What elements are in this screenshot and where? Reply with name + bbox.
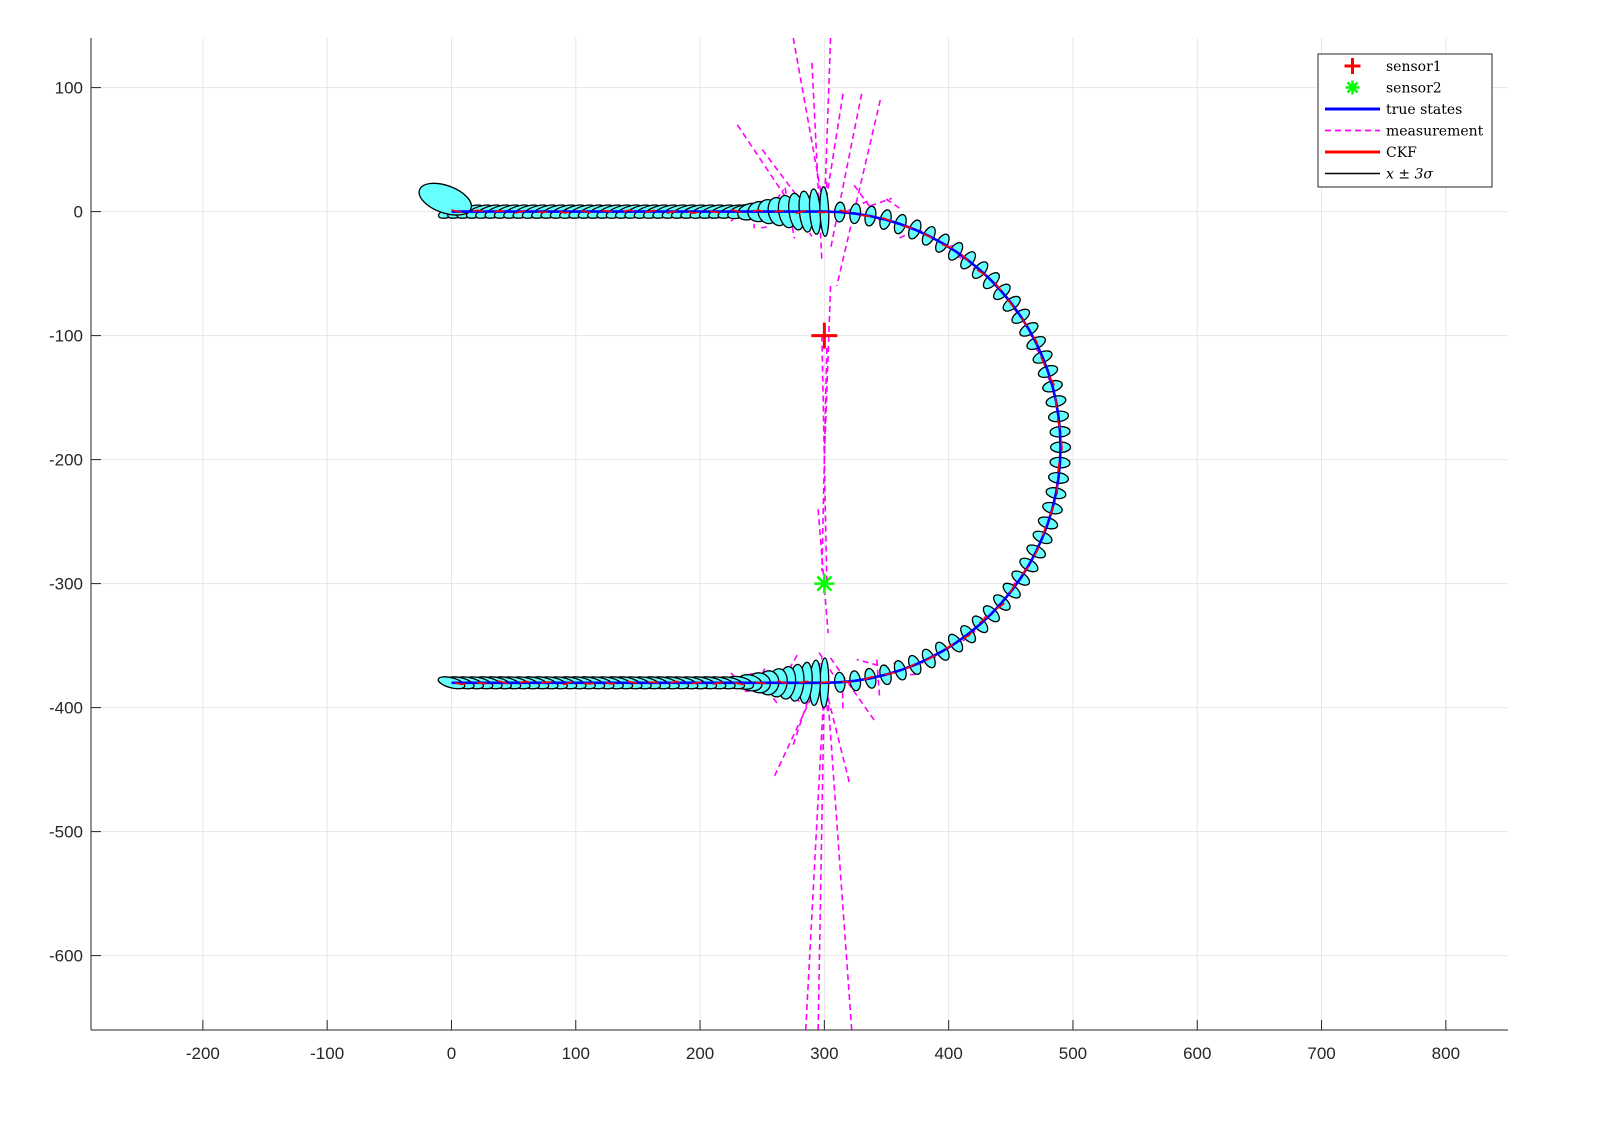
y-tick-label: 100 xyxy=(55,79,83,98)
measurement-segment xyxy=(853,184,882,222)
legend-label: x ± 3σ xyxy=(1386,167,1433,183)
axes xyxy=(90,38,1508,1031)
legend-entry: sensor2 xyxy=(1345,80,1442,97)
true-states-line xyxy=(451,210,1062,685)
y-tick-label: -300 xyxy=(49,575,83,594)
x-tick-label: 100 xyxy=(562,1044,590,1063)
x-tick-label: 800 xyxy=(1432,1044,1460,1063)
sensor2-marker xyxy=(814,573,835,594)
legend-symbol xyxy=(1346,81,1359,94)
measurement-segment xyxy=(870,197,893,207)
legend-label: true states xyxy=(1386,102,1462,118)
x-tick-label: 300 xyxy=(810,1044,838,1063)
legend-label: measurement xyxy=(1386,124,1484,140)
measurement-segment xyxy=(792,38,826,212)
x-tick-label: 600 xyxy=(1183,1044,1211,1063)
legend-entry: CKF xyxy=(1325,145,1417,161)
measurement-segment xyxy=(804,682,826,1030)
sigma-ellipse xyxy=(418,182,473,216)
y-tick-label: -600 xyxy=(49,947,83,966)
legend-box xyxy=(1317,53,1493,188)
measurement-segment xyxy=(826,682,853,1030)
measurement-segment xyxy=(824,180,828,218)
sensor1-marker xyxy=(811,322,838,349)
legend-label: sensor2 xyxy=(1386,81,1442,97)
y-tick-label: -500 xyxy=(49,823,83,842)
measurement-segment xyxy=(836,99,882,287)
y-tick-label: -400 xyxy=(49,699,83,718)
measurement-segment xyxy=(817,682,826,1030)
x-tick-label: -100 xyxy=(310,1044,344,1063)
measurement-segment xyxy=(829,657,875,721)
measurement-segment xyxy=(761,149,819,225)
sensor-markers xyxy=(811,322,838,594)
legend-label: sensor1 xyxy=(1386,59,1442,75)
x-tick-label: 700 xyxy=(1307,1044,1335,1063)
grid-lines xyxy=(91,38,1508,1030)
measurement-segment xyxy=(823,38,832,212)
y-tick-label: -200 xyxy=(49,451,83,470)
y-tick-label: 0 xyxy=(74,203,83,222)
x-tick-label: -200 xyxy=(186,1044,220,1063)
legend-entry: true states xyxy=(1325,102,1462,118)
sigma-ellipse xyxy=(437,676,466,690)
y-tick-label: -100 xyxy=(49,327,83,346)
measurement-segment xyxy=(856,658,879,667)
legend: sensor1 sensor2 true states measurement CKF x… xyxy=(1317,53,1493,188)
measurement-segment xyxy=(823,285,832,460)
measurement-segment xyxy=(885,198,904,211)
y-tick-labels: 100 0 -100 -200 -300 -400 -500 -600 xyxy=(49,79,83,966)
legend-label: CKF xyxy=(1386,145,1417,161)
measurement-segment xyxy=(823,682,850,783)
legend-entry: x ± 3σ xyxy=(1325,167,1433,183)
x-tick-labels: -200 -100 0 100 200 300 400 500 600 700 800 xyxy=(186,1044,1460,1063)
x-tick-label: 0 xyxy=(447,1044,456,1063)
x-tick-label: 400 xyxy=(934,1044,962,1063)
measurement-segment xyxy=(761,226,767,229)
measurement-segment xyxy=(817,509,829,634)
measurement-segment xyxy=(817,650,845,692)
plot-area xyxy=(418,38,1072,1030)
legend-entry: sensor1 xyxy=(1344,58,1442,75)
ckf-line xyxy=(450,209,1063,686)
measurement-segment xyxy=(875,657,881,696)
sigma-ellipses xyxy=(418,182,1072,709)
x-tick-label: 200 xyxy=(686,1044,714,1063)
measurement-series xyxy=(451,38,1063,1030)
x-tick-label: 500 xyxy=(1059,1044,1087,1063)
measurement-segment xyxy=(896,673,916,676)
legend-entry: measurement xyxy=(1325,124,1484,140)
measurement-segment xyxy=(829,93,863,249)
